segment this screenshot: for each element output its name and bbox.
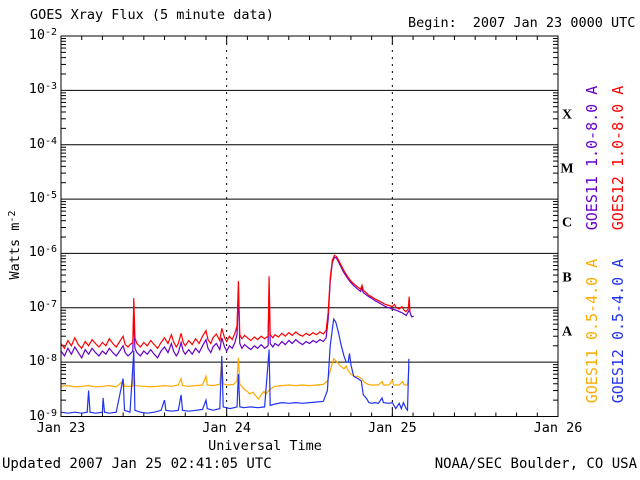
series-goes12-1-0-8-0-a [60,254,411,350]
legend-entry: GOES12 1.0-8.0 A [608,85,627,231]
legend-entry: GOES12 0.5-4.0 A [608,258,627,404]
legend-entry: GOES11 1.0-8.0 A [582,85,601,231]
chart-title: GOES Xray Flux (5 minute data) [30,7,274,23]
begin-time: Begin: 2007 Jan 23 0000 UTC [408,16,635,31]
flare-class-letter: M [560,161,574,177]
updated-timestamp: Updated 2007 Jan 25 02:41:05 UTC [2,456,272,472]
y-tick-label: 10-2 [28,27,57,43]
begin-label: Begin: [408,15,457,31]
source-credit: NOAA/SEC Boulder, CO USA [434,456,637,472]
y-tick-label: 10-6 [28,244,57,261]
legend-entry: GOES11 0.5-4.0 A [582,258,601,404]
flare-class-letter: C [561,215,573,231]
y-tick-label: 10-4 [28,135,57,152]
x-tick-label: Jan 23 [36,420,86,436]
x-axis-label: Universal Time [208,438,322,454]
flare-class-letter: X [561,106,573,122]
series-goes12-0-5-4-0-a [60,317,410,414]
flare-class-letter: A [561,324,573,340]
series-goes11-0-5-4-0-a [60,357,410,400]
y-tick-label: 10-9 [28,407,57,424]
x-tick-label: Jan 24 [202,420,252,436]
x-tick-label: Jan 26 [533,420,583,436]
x-tick-label: Jan 25 [367,420,417,436]
y-tick-label: 10-5 [28,190,57,207]
y-tick-label: 10-3 [28,81,57,98]
begin-value: 2007 Jan 23 0000 UTC [472,15,636,31]
plot-frame [60,35,559,417]
y-tick-label: 10-8 [28,353,57,370]
flare-class-letter: B [562,269,572,285]
y-tick-label: 10-7 [28,298,57,315]
